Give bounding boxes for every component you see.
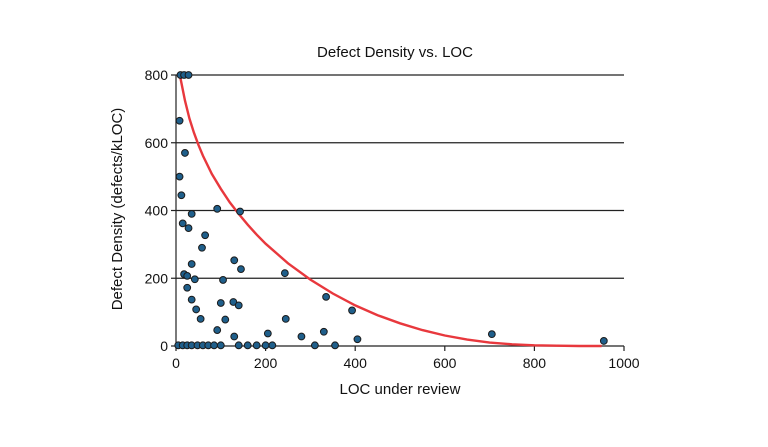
scatter-point-14 — [187, 260, 196, 268]
scatter-point-26 — [234, 301, 243, 310]
gridlines — [176, 74, 624, 279]
scatter-point-53 — [261, 341, 270, 350]
scatter-point-35 — [319, 327, 328, 336]
tick-labels: 0 200 400 600 800 0 200 400 600 800 1000 — [145, 67, 640, 371]
scatter-point-30 — [196, 315, 205, 323]
scatter-point-27 — [322, 292, 330, 301]
y-axis-label: Defect Density (defects/kLOC) — [109, 108, 126, 311]
scatter-point-11 — [184, 224, 193, 233]
scatter-point-18 — [190, 275, 199, 284]
scatter-point-31 — [221, 315, 230, 324]
x-tick-label-0: 0 — [172, 355, 180, 371]
chart-title: Defect Density vs. LOC — [317, 44, 473, 61]
scatter-point-48 — [210, 341, 218, 350]
x-axis-label: LOC under review — [340, 381, 461, 398]
scatter-point-56 — [331, 341, 339, 350]
scatter-point-13 — [198, 243, 206, 252]
scatter-point-10 — [178, 219, 187, 228]
scatter-point-17 — [183, 271, 192, 280]
scatter-point-51 — [243, 341, 252, 350]
scatter-point-25 — [229, 298, 238, 306]
y-tick-label-400: 400 — [145, 203, 169, 219]
y-tick-label-0: 0 — [160, 338, 168, 354]
scatter-point-54 — [268, 341, 277, 350]
scatter-point-39 — [353, 335, 362, 344]
scatter-point-33 — [213, 326, 222, 334]
scatter-point-6 — [177, 191, 186, 200]
scatter-point-12 — [201, 231, 210, 240]
x-tick-label-800: 800 — [523, 355, 547, 371]
scatter-point-29 — [348, 306, 356, 315]
scatter-point-2 — [184, 71, 193, 79]
scatter-point-34 — [263, 329, 272, 338]
y-tick-label-200: 200 — [145, 270, 169, 286]
scatter-point-40 — [599, 337, 608, 345]
scatter-point-15 — [230, 256, 239, 265]
scatter-point-20 — [237, 265, 245, 274]
y-tick-label-800: 800 — [145, 67, 169, 83]
scatter-point-7 — [187, 209, 196, 218]
y-tick-label-600: 600 — [145, 135, 169, 151]
scatter-point-37 — [230, 332, 239, 341]
x-tick-label-200: 200 — [254, 355, 278, 371]
x-tick-label-400: 400 — [344, 355, 368, 371]
scatter-point-38 — [297, 332, 306, 341]
scatter-point-55 — [310, 341, 319, 350]
scatter-point-52 — [252, 341, 261, 350]
scatter-point-4 — [181, 149, 189, 157]
data-points — [174, 71, 608, 350]
scatter-point-36 — [487, 330, 496, 339]
fitted-curve — [179, 78, 602, 348]
scatter-point-9 — [236, 207, 244, 216]
x-tick-label-1000: 1000 — [608, 355, 639, 371]
trend-curve — [179, 78, 602, 348]
scatter-point-21 — [280, 269, 289, 278]
scatter-point-8 — [213, 204, 222, 213]
scatter-point-19 — [219, 276, 227, 284]
scatter-point-32 — [281, 315, 290, 323]
scatter-point-23 — [187, 295, 196, 304]
scatter-point-5 — [175, 172, 184, 181]
scatter-point-22 — [183, 283, 192, 292]
scatter-point-49 — [216, 341, 225, 350]
scatter-point-24 — [216, 299, 225, 307]
x-tick-label-600: 600 — [433, 355, 457, 371]
scatter-point-3 — [175, 116, 184, 125]
scatter-point-28 — [192, 305, 201, 314]
scatter-point-50 — [234, 341, 243, 350]
